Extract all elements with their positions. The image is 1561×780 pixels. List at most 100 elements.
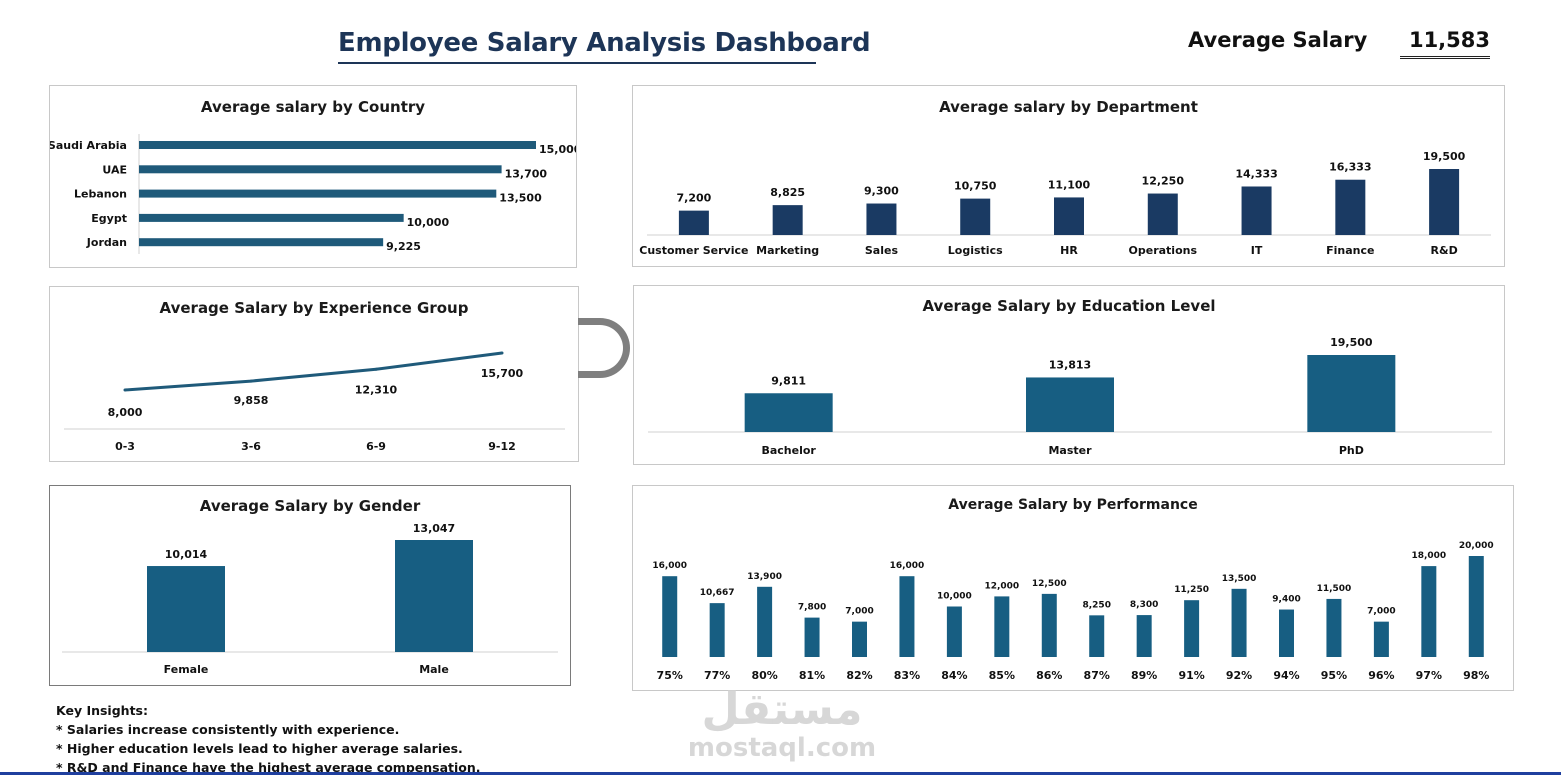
mostaql-watermark: مستقل mostaql.com	[682, 688, 882, 764]
performance-chart: 16,000 75% 10,667 77% 13,900 80% 7,800 81% 7,000…	[652, 541, 1494, 682]
data-point	[374, 367, 378, 371]
data-label: 13,900	[747, 572, 782, 582]
bar	[1241, 186, 1272, 235]
education-chart-title: Average Salary by Education Level	[922, 297, 1216, 315]
category-label: 80%	[751, 669, 777, 682]
education-chart: 9,811 Bachelor 13,813 Master 19,500 PhD	[648, 336, 1492, 457]
performance-chart-title: Average Salary by Performance	[948, 497, 1198, 513]
department-chart-panel: Average salary by Department 7,200 Custom…	[632, 85, 1505, 267]
performance-chart-panel: Average Salary by Performance 16,000 75% 1…	[632, 485, 1514, 691]
data-label: 7,000	[1367, 607, 1395, 617]
bar	[744, 393, 833, 432]
bar	[1468, 556, 1484, 657]
data-label: 8,300	[1130, 600, 1158, 610]
data-label: 16,333	[1329, 161, 1371, 174]
category-label: UAE	[102, 163, 127, 176]
category-label: Master	[1048, 444, 1092, 457]
category-label: 81%	[799, 669, 825, 682]
category-label: IT	[1251, 244, 1263, 257]
bar	[1041, 593, 1057, 657]
data-label: 8,250	[1082, 600, 1110, 610]
data-label: 12,250	[1142, 175, 1185, 188]
bar	[139, 238, 384, 247]
data-label: 13,813	[1049, 358, 1091, 371]
experience-chart: 8,000 0-3 9,858 3-6 12,310 6-9 15,700 9-12	[64, 351, 565, 453]
bar	[1147, 193, 1178, 235]
data-label: 10,000	[937, 592, 972, 602]
category-label: Finance	[1326, 244, 1374, 257]
department-chart-title: Average salary by Department	[939, 98, 1198, 116]
bar	[1429, 169, 1460, 235]
category-label: 89%	[1131, 669, 1157, 682]
category-label: PhD	[1339, 444, 1364, 457]
bar	[994, 596, 1010, 657]
category-label: 98%	[1463, 669, 1489, 682]
bar	[139, 165, 502, 174]
data-label: 11,100	[1048, 178, 1091, 191]
category-label: 75%	[657, 669, 683, 682]
bar	[709, 603, 725, 657]
data-label: 9,225	[386, 240, 421, 253]
watermark-latin: mostaql.com	[687, 733, 877, 763]
data-label: 15,700	[481, 367, 524, 380]
category-label: Lebanon	[74, 188, 127, 201]
data-label: 8,825	[770, 186, 805, 199]
bar	[1307, 355, 1396, 432]
data-label: 12,000	[984, 581, 1019, 591]
bar	[1184, 600, 1200, 657]
category-label: Customer Service	[639, 244, 748, 257]
data-label: 15,000	[539, 143, 576, 156]
background-shape	[578, 318, 630, 378]
category-label: 87%	[1084, 669, 1110, 682]
insight-item: * Higher education levels lead to higher…	[56, 741, 463, 756]
data-label: 13,700	[505, 167, 548, 180]
category-label: Sales	[865, 244, 899, 257]
category-label: 91%	[1178, 669, 1204, 682]
bar	[1231, 588, 1247, 657]
bar	[960, 198, 991, 235]
bar	[757, 586, 773, 657]
data-label: 9,811	[771, 374, 806, 387]
bar	[1421, 566, 1437, 657]
category-label: 83%	[894, 669, 920, 682]
category-label: Male	[419, 663, 449, 676]
category-label: Saudi Arabia	[50, 139, 127, 152]
category-label: Marketing	[756, 244, 819, 257]
data-label: 10,014	[165, 548, 208, 561]
bar	[852, 621, 867, 657]
data-label: 14,333	[1235, 167, 1277, 180]
data-label: 10,000	[407, 216, 450, 229]
category-label: 96%	[1368, 669, 1394, 682]
bar	[1136, 615, 1152, 657]
dashboard-title: Employee Salary Analysis Dashboard	[338, 26, 871, 64]
category-label: 6-9	[366, 440, 386, 453]
bar	[772, 205, 803, 235]
bar	[678, 210, 709, 235]
data-label: 12,500	[1032, 579, 1067, 589]
category-label: 82%	[846, 669, 872, 682]
key-insights-heading: Key Insights:	[56, 703, 148, 718]
country-chart-title: Average salary by Country	[200, 98, 426, 116]
watermark-arabic: مستقل	[701, 684, 863, 735]
data-label: 9,400	[1272, 595, 1300, 605]
insight-item: * R&D and Finance have the highest avera…	[56, 760, 481, 775]
bar	[866, 203, 897, 235]
data-label: 7,000	[845, 607, 873, 617]
department-chart: 7,200 Customer Service 8,825 Marketing 9,300…	[639, 150, 1491, 257]
category-label: 94%	[1273, 669, 1299, 682]
series-line	[124, 351, 503, 392]
experience-chart-panel: Average Salary by Experience Group 8,000…	[49, 286, 579, 462]
category-label: HR	[1060, 244, 1078, 257]
category-label: Female	[164, 663, 209, 676]
bottom-border	[0, 772, 1561, 775]
insight-item: * Salaries increase consistently with ex…	[56, 722, 400, 737]
bar	[1335, 179, 1366, 235]
country-chart: Saudi Arabia 15,000 UAE 13,700 Lebanon 13,500…	[50, 134, 576, 254]
education-chart-panel: Average Salary by Education Level 9,811 B…	[633, 285, 1505, 465]
category-label: Logistics	[948, 244, 1003, 257]
average-salary-value: 11,583	[1400, 28, 1490, 59]
category-label: 85%	[989, 669, 1015, 682]
bar	[139, 189, 497, 198]
data-label: 20,000	[1459, 541, 1494, 551]
category-label: 95%	[1321, 669, 1347, 682]
